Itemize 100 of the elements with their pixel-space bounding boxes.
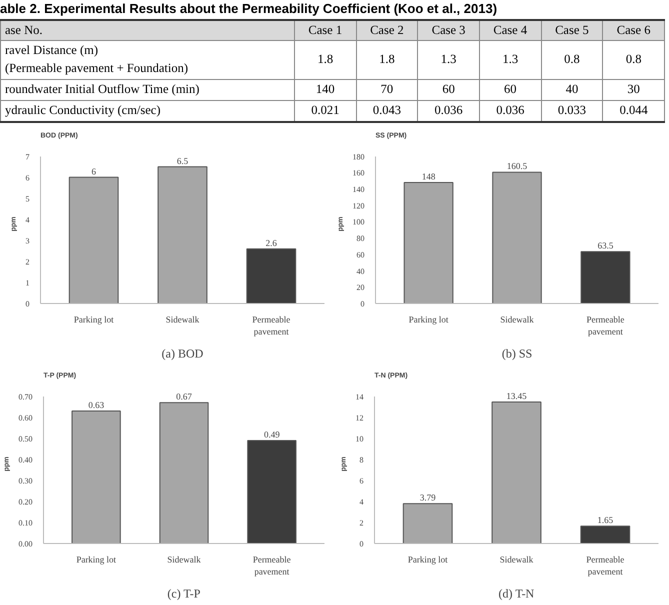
text: roundwater Initial Outflow Time (min) (0, 80, 294, 100)
data-label: 13.45 (506, 391, 528, 402)
y-tick-label: 120 (352, 201, 364, 210)
y-tick-label: 0 (360, 540, 364, 548)
y-tick-label: 140 (352, 184, 364, 194)
x-tick-label: Parking lot (76, 554, 117, 564)
y-tick-label: 1 (26, 278, 30, 288)
y-tick-label: 0.00 (18, 540, 32, 548)
text: (d) T-N (498, 586, 535, 600)
y-tick-label: 6 (360, 476, 364, 486)
y-tick-label: 0 (360, 300, 364, 308)
bar (158, 166, 208, 304)
y-tick-label: 0.60 (18, 413, 32, 422)
x-tick-label: Sidewalk (167, 554, 202, 564)
text: 70 (356, 80, 418, 100)
y-tick-label: 12 (356, 413, 364, 422)
y-tick-label: 0.50 (18, 434, 32, 444)
y-tick-label: 14 (356, 392, 364, 402)
category-label: Case 2 (356, 20, 418, 41)
text: 1.3 (418, 40, 480, 80)
text: 30 (602, 80, 664, 100)
y-tick-label: 6 (26, 173, 30, 182)
bar (402, 503, 453, 544)
y-tick-label: 0.20 (18, 497, 32, 506)
data-label: 1.65 (597, 515, 614, 526)
text: 60 (418, 80, 480, 100)
text: ydraulic Conductivity (cm/sec) (0, 100, 294, 122)
text: 60 (479, 80, 542, 100)
text: 0.8 (541, 40, 603, 80)
text: (c) T-P (167, 586, 201, 600)
text: 1.3 (479, 40, 542, 80)
text: 0.043 (356, 100, 418, 122)
bar (247, 440, 296, 544)
data-label: 160.5 (506, 161, 528, 172)
text: ravel Distance (m) (Permeable pavement + Foundation) (0, 40, 294, 80)
x-tick-label: Permeable pavement (252, 554, 291, 576)
bar (159, 402, 209, 544)
y-tick-label: 0 (26, 300, 30, 308)
y-tick-label: 60 (356, 250, 364, 260)
text: (b) SS (502, 346, 532, 360)
data-label: 0.67 (176, 392, 192, 402)
x-tick-label: Parking lot (408, 554, 448, 564)
bar (68, 176, 119, 304)
y-tick-label: 40 (356, 266, 364, 276)
y-tick-label: 2 (360, 518, 364, 528)
x-tick-label: Permeable pavement (252, 314, 290, 336)
category-label: ase No. (0, 20, 294, 41)
category-label: Case 6 (602, 20, 664, 41)
data-label: 0.49 (264, 429, 280, 440)
y-tick-label: 4 (26, 215, 30, 224)
text: 0.033 (541, 100, 603, 122)
y-tick-label: 0.70 (18, 392, 32, 402)
text: (a) BOD (162, 346, 204, 360)
y-tick-label: 80 (356, 234, 364, 244)
data-label: 148 (422, 171, 436, 182)
x-tick-label: Sidewalk (500, 554, 534, 564)
category-label: Case 4 (479, 20, 542, 41)
data-label: 6 (92, 166, 96, 176)
x-tick-label: Parking lot (74, 314, 114, 324)
bar (492, 172, 542, 304)
text: 1.8 (294, 40, 356, 80)
bar (72, 410, 121, 544)
bar (246, 248, 296, 304)
y-tick-label: 0.30 (18, 476, 32, 486)
x-tick-label: Permeable pavement (586, 314, 624, 336)
text: 0.036 (418, 100, 480, 122)
y-tick-label: 0.40 (18, 455, 32, 464)
category-label: Case 5 (541, 20, 603, 41)
data-label: 63.5 (598, 240, 614, 251)
category-label: Case 1 (294, 20, 356, 41)
y-tick-label: 10 (356, 434, 364, 444)
y-tick-label: 4 (360, 497, 364, 506)
data-label: 2.6 (266, 238, 278, 248)
data-label: 3.79 (420, 492, 436, 503)
y-tick-label: 5 (26, 194, 30, 204)
y-tick-label: 160 (352, 168, 364, 178)
text: 0.044 (602, 100, 664, 122)
text: able 2. Experimental Results about the Permeability Coefficient (Koo et al., 2013) (0, 0, 498, 18)
text: 1.8 (356, 40, 418, 80)
category-label: Case 3 (418, 20, 480, 41)
data-label: 6.5 (176, 156, 189, 166)
y-tick-label: 0.10 (18, 518, 32, 528)
y-tick-label: 20 (356, 283, 364, 292)
y-tick-label: 3 (26, 236, 30, 246)
bar (404, 182, 454, 304)
text: 0.036 (479, 100, 542, 122)
bar (580, 526, 630, 544)
y-tick-label: 100 (352, 218, 364, 227)
text: 0.021 (294, 100, 356, 122)
y-tick-label: 2 (26, 257, 30, 266)
x-tick-label: Parking lot (408, 314, 449, 324)
text: 0.8 (602, 40, 664, 80)
y-tick-label: 8 (360, 455, 364, 464)
x-tick-label: Sidewalk (166, 314, 200, 324)
bar (492, 402, 542, 544)
x-tick-label: Permeable pavement (586, 554, 624, 576)
text: 40 (541, 80, 603, 100)
data-label: 0.63 (88, 400, 105, 410)
bar (580, 251, 630, 304)
y-tick-label: 180 (352, 152, 364, 162)
